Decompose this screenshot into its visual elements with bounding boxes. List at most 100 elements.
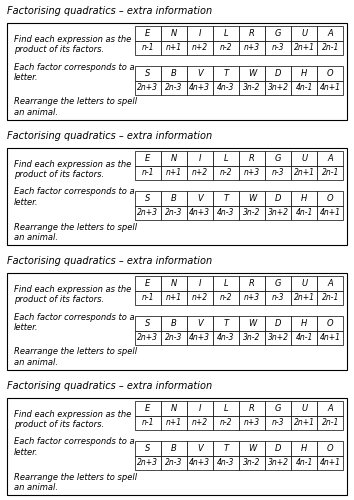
Text: 3n-2: 3n-2 <box>243 84 261 92</box>
Text: I: I <box>199 279 201 288</box>
FancyBboxPatch shape <box>317 416 343 430</box>
FancyBboxPatch shape <box>317 66 343 80</box>
Text: U: U <box>301 404 307 413</box>
Text: I: I <box>199 154 201 163</box>
Text: A: A <box>327 29 333 38</box>
FancyBboxPatch shape <box>161 166 187 180</box>
Text: D: D <box>275 444 281 453</box>
FancyBboxPatch shape <box>213 206 239 220</box>
Text: Find each expression as the
product of its factors.: Find each expression as the product of i… <box>14 160 131 180</box>
Text: 2n+1: 2n+1 <box>294 168 315 177</box>
Text: N: N <box>171 279 177 288</box>
FancyBboxPatch shape <box>187 80 213 95</box>
Text: W: W <box>248 194 256 203</box>
Text: N: N <box>171 29 177 38</box>
FancyBboxPatch shape <box>265 166 291 180</box>
FancyBboxPatch shape <box>265 416 291 430</box>
Text: Find each expression as the
product of its factors.: Find each expression as the product of i… <box>14 410 131 430</box>
Text: 3n+2: 3n+2 <box>268 334 289 342</box>
Text: 2n+1: 2n+1 <box>294 418 315 428</box>
FancyBboxPatch shape <box>161 80 187 95</box>
Text: 2n-3: 2n-3 <box>165 334 182 342</box>
FancyBboxPatch shape <box>291 416 317 430</box>
Text: G: G <box>275 154 281 163</box>
FancyBboxPatch shape <box>161 206 187 220</box>
FancyBboxPatch shape <box>317 316 343 330</box>
Text: E: E <box>145 279 150 288</box>
Text: 3n+2: 3n+2 <box>268 84 289 92</box>
Text: W: W <box>248 319 256 328</box>
Text: R: R <box>249 29 255 38</box>
Text: S: S <box>145 319 150 328</box>
FancyBboxPatch shape <box>213 276 239 290</box>
FancyBboxPatch shape <box>135 290 161 305</box>
FancyBboxPatch shape <box>187 290 213 305</box>
Text: H: H <box>301 444 307 453</box>
Text: R: R <box>249 154 255 163</box>
Text: Rearrange the letters to spell
an animal.: Rearrange the letters to spell an animal… <box>14 472 137 492</box>
Text: A: A <box>327 154 333 163</box>
Text: W: W <box>248 444 256 453</box>
Text: 3n-2: 3n-2 <box>243 334 261 342</box>
FancyBboxPatch shape <box>135 441 161 456</box>
Text: 2n+3: 2n+3 <box>137 208 158 218</box>
FancyBboxPatch shape <box>187 401 213 415</box>
Text: 2n-1: 2n-1 <box>322 294 339 302</box>
FancyBboxPatch shape <box>187 441 213 456</box>
Text: 4n+1: 4n+1 <box>320 84 341 92</box>
FancyBboxPatch shape <box>213 456 239 470</box>
FancyBboxPatch shape <box>135 416 161 430</box>
FancyBboxPatch shape <box>239 66 265 80</box>
FancyBboxPatch shape <box>213 40 239 55</box>
Text: Each factor corresponds to a
letter.: Each factor corresponds to a letter. <box>14 312 135 332</box>
FancyBboxPatch shape <box>213 316 239 330</box>
FancyBboxPatch shape <box>291 290 317 305</box>
Text: B: B <box>171 319 177 328</box>
FancyBboxPatch shape <box>239 80 265 95</box>
Text: 4n-1: 4n-1 <box>296 458 313 468</box>
Text: 4n+1: 4n+1 <box>320 458 341 468</box>
Text: 2n-3: 2n-3 <box>165 208 182 218</box>
FancyBboxPatch shape <box>213 330 239 345</box>
Text: A: A <box>327 279 333 288</box>
Text: V: V <box>197 444 202 453</box>
Text: R: R <box>249 279 255 288</box>
FancyBboxPatch shape <box>239 441 265 456</box>
FancyBboxPatch shape <box>239 416 265 430</box>
FancyBboxPatch shape <box>161 456 187 470</box>
Text: Find each expression as the
product of its factors.: Find each expression as the product of i… <box>14 285 131 304</box>
FancyBboxPatch shape <box>161 66 187 80</box>
Text: N: N <box>171 404 177 413</box>
FancyBboxPatch shape <box>7 22 347 120</box>
Text: 2n-1: 2n-1 <box>322 44 339 52</box>
FancyBboxPatch shape <box>239 401 265 415</box>
Text: n-1: n-1 <box>141 168 154 177</box>
Text: n+1: n+1 <box>166 168 182 177</box>
Text: n+2: n+2 <box>192 294 208 302</box>
Text: n+3: n+3 <box>244 168 260 177</box>
Text: 3n-2: 3n-2 <box>243 208 261 218</box>
FancyBboxPatch shape <box>161 401 187 415</box>
Text: 2n+3: 2n+3 <box>137 84 158 92</box>
FancyBboxPatch shape <box>187 66 213 80</box>
Text: 4n+3: 4n+3 <box>189 84 210 92</box>
FancyBboxPatch shape <box>239 206 265 220</box>
FancyBboxPatch shape <box>265 191 291 206</box>
Text: Rearrange the letters to spell
an animal.: Rearrange the letters to spell an animal… <box>14 348 137 367</box>
FancyBboxPatch shape <box>291 401 317 415</box>
Text: n-2: n-2 <box>219 294 232 302</box>
Text: 4n-1: 4n-1 <box>296 208 313 218</box>
FancyBboxPatch shape <box>291 441 317 456</box>
FancyBboxPatch shape <box>213 26 239 40</box>
Text: S: S <box>145 444 150 453</box>
Text: 2n+3: 2n+3 <box>137 458 158 468</box>
FancyBboxPatch shape <box>265 316 291 330</box>
FancyBboxPatch shape <box>317 330 343 345</box>
Text: B: B <box>171 69 177 78</box>
FancyBboxPatch shape <box>213 416 239 430</box>
FancyBboxPatch shape <box>265 206 291 220</box>
FancyBboxPatch shape <box>135 26 161 40</box>
FancyBboxPatch shape <box>135 40 161 55</box>
FancyBboxPatch shape <box>187 151 213 166</box>
FancyBboxPatch shape <box>265 401 291 415</box>
